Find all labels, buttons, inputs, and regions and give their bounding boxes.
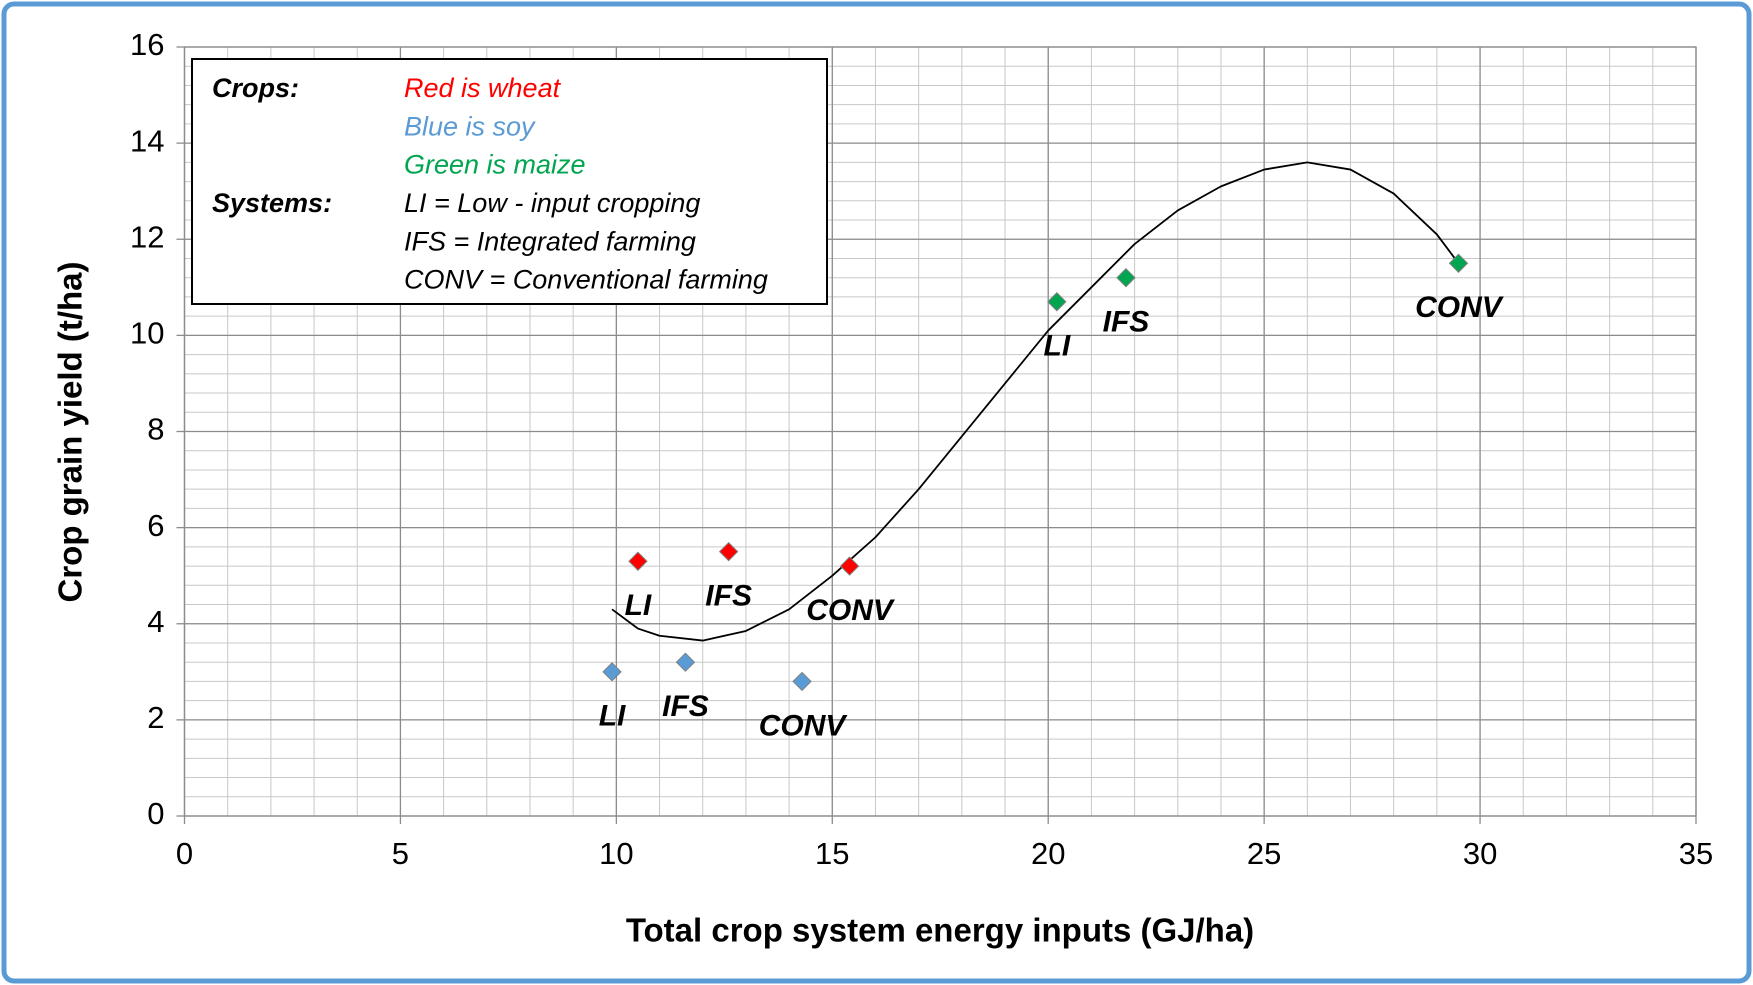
legend-entry: Blue is soy (404, 111, 536, 141)
point-label: IFS (662, 690, 709, 723)
point-label: LI (625, 589, 652, 622)
data-point (718, 541, 739, 562)
y-tick-label: 12 (130, 219, 164, 254)
point-label: CONV (1415, 291, 1505, 324)
x-tick-label: 30 (1463, 836, 1497, 871)
x-tick-label: 5 (392, 836, 409, 871)
legend-heading: Systems: (212, 188, 332, 218)
data-point (1448, 253, 1469, 273)
legend-entry: Red is wheat (404, 73, 562, 103)
y-axis-title: Crop grain yield (t/ha) (52, 261, 89, 602)
y-tick-label: 4 (147, 604, 164, 639)
y-tick-label: 0 (147, 796, 164, 831)
legend: Crops: Red is wheat Blue is soy Green is ma… (191, 58, 828, 305)
point-label: LI (1044, 330, 1071, 363)
point-label: CONV (759, 709, 849, 742)
x-tick-label: 25 (1247, 836, 1281, 871)
point-label: CONV (806, 594, 896, 627)
y-tick-label: 2 (147, 700, 164, 735)
plot-border (183, 46, 1697, 817)
data-point (1116, 267, 1136, 288)
x-tick-label: 10 (599, 836, 633, 871)
data-point (1047, 292, 1067, 312)
data-point (628, 551, 648, 571)
legend-system: IFS = Integrated farming (404, 226, 696, 256)
y-tick-label: 16 (130, 27, 164, 62)
point-label: LI (599, 700, 626, 733)
data-point (839, 556, 860, 576)
data-point (675, 652, 696, 672)
legend-heading: Crops: (212, 73, 299, 103)
legend-system: LI = Low - input cropping (404, 188, 700, 218)
x-axis-title: Total crop system energy inputs (GJ/ha) (626, 912, 1254, 949)
data-point (602, 662, 622, 682)
x-tick-label: 20 (1031, 836, 1065, 871)
legend-box (191, 58, 828, 305)
y-tick-label: 10 (130, 316, 164, 351)
trendline (611, 161, 1460, 642)
x-tick-label: 15 (815, 836, 849, 871)
y-tick-label: 8 (147, 412, 164, 447)
data-point (792, 671, 812, 692)
point-label: IFS (1103, 306, 1150, 339)
x-tick-label: 0 (176, 836, 193, 871)
y-tick-label: 14 (130, 123, 164, 158)
legend-entry: Green is maize (404, 150, 586, 180)
point-label: IFS (705, 580, 752, 613)
x-tick-label: 35 (1679, 836, 1713, 871)
y-tick-label: 6 (147, 508, 164, 543)
legend-system: CONV = Conventional farming (404, 265, 768, 295)
